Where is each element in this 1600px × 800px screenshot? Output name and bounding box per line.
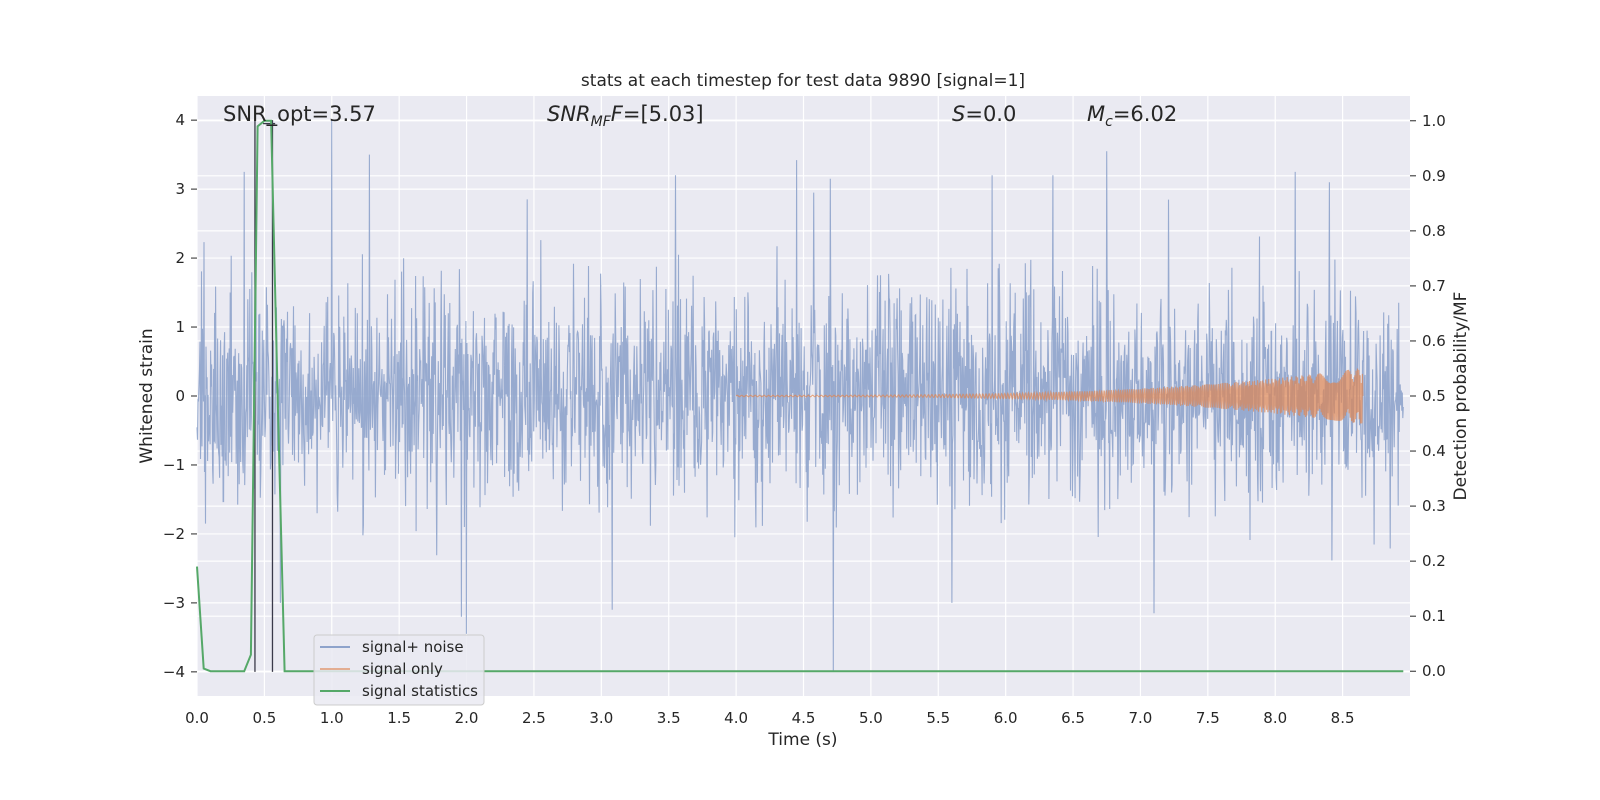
y-tick-label: 4 [175, 111, 185, 129]
signal-only-line [735, 368, 1364, 424]
x-tick-label: 8.0 [1263, 709, 1287, 727]
annotation-snr-mf: SNRMFF=[5.03] [547, 102, 704, 130]
x-tick-label: 1.0 [320, 709, 344, 727]
signal-noise-line [196, 120, 1404, 672]
y2-tick-label: 0.6 [1422, 332, 1446, 350]
y-axis-label: Whitened strain [137, 328, 157, 463]
y2-tick-label: 0.7 [1422, 277, 1446, 295]
y2-tick-label: 1.0 [1422, 112, 1446, 130]
x-tick-label: 6.5 [1061, 709, 1085, 727]
y2-tick-label: 0.5 [1422, 387, 1446, 405]
signal-statistics-line [196, 119, 1404, 673]
y2-tick-label: 0.0 [1422, 662, 1446, 680]
y2-tick-label: 0.3 [1422, 497, 1446, 515]
y-tick-label: −3 [163, 594, 185, 612]
x-tick-label: 7.0 [1129, 709, 1153, 727]
y2-tick-label: 0.8 [1422, 222, 1446, 240]
chart-title: stats at each timestep for test data 989… [581, 71, 1025, 91]
x-tick-label: 5.5 [926, 709, 950, 727]
x-tick-label: 0.0 [185, 709, 209, 727]
y-tick-label: 1 [175, 318, 185, 336]
annotation-mc: Mc=6.02 [1087, 102, 1177, 130]
y2-tick-label: 0.9 [1422, 167, 1446, 185]
x-axis-label: Time (s) [767, 730, 837, 750]
y-tick-label: 3 [175, 180, 185, 198]
signal-only-series [735, 368, 1364, 424]
y-tick-label: 2 [175, 249, 185, 267]
x-tick-label: 3.5 [657, 709, 681, 727]
x-tick-label: 0.5 [252, 709, 276, 727]
x-tick-label: 5.0 [859, 709, 883, 727]
x-tick-label: 2.0 [455, 709, 479, 727]
y-tick-label: −1 [163, 456, 185, 474]
x-tick-label: 2.5 [522, 709, 546, 727]
y2-tick-label: 0.4 [1422, 442, 1446, 460]
tick-labels: 0.0 0.5 1.0 1.5 2.0 2.5 3.0 3.5 4.0 4.5 5.0 5.5 6.0 6… [163, 111, 1446, 727]
legend-label-signal-statistics: signal statistics [362, 682, 478, 700]
y-tick-label: 0 [175, 387, 185, 405]
x-tick-label: 4.0 [724, 709, 748, 727]
x-tick-label: 3.0 [589, 709, 613, 727]
x-tick-label: 4.5 [792, 709, 816, 727]
legend: signal+ noise signal only signal statist… [313, 634, 485, 706]
y2-tick-label: 0.1 [1422, 607, 1446, 625]
x-tick-label: 6.0 [994, 709, 1018, 727]
signal-statistics-series [196, 119, 1404, 673]
legend-box [313, 634, 485, 706]
y-tick-label: −2 [163, 525, 185, 543]
x-tick-label: 1.5 [387, 709, 411, 727]
legend-label-signal-noise: signal+ noise [362, 638, 464, 656]
signal-noise-series [196, 120, 1404, 672]
legend-label-signal-only: signal only [362, 660, 443, 678]
annotation-snr-opt: SNR_opt=3.57 [223, 102, 376, 127]
x-tick-label: 8.5 [1331, 709, 1355, 727]
y2-axis-label: Detection probability/MF [1451, 292, 1471, 501]
y2-tick-label: 0.2 [1422, 552, 1446, 570]
y-tick-label: −4 [163, 663, 185, 681]
x-tick-label: 7.5 [1196, 709, 1220, 727]
annotation-s: S=0.0 [952, 102, 1016, 126]
